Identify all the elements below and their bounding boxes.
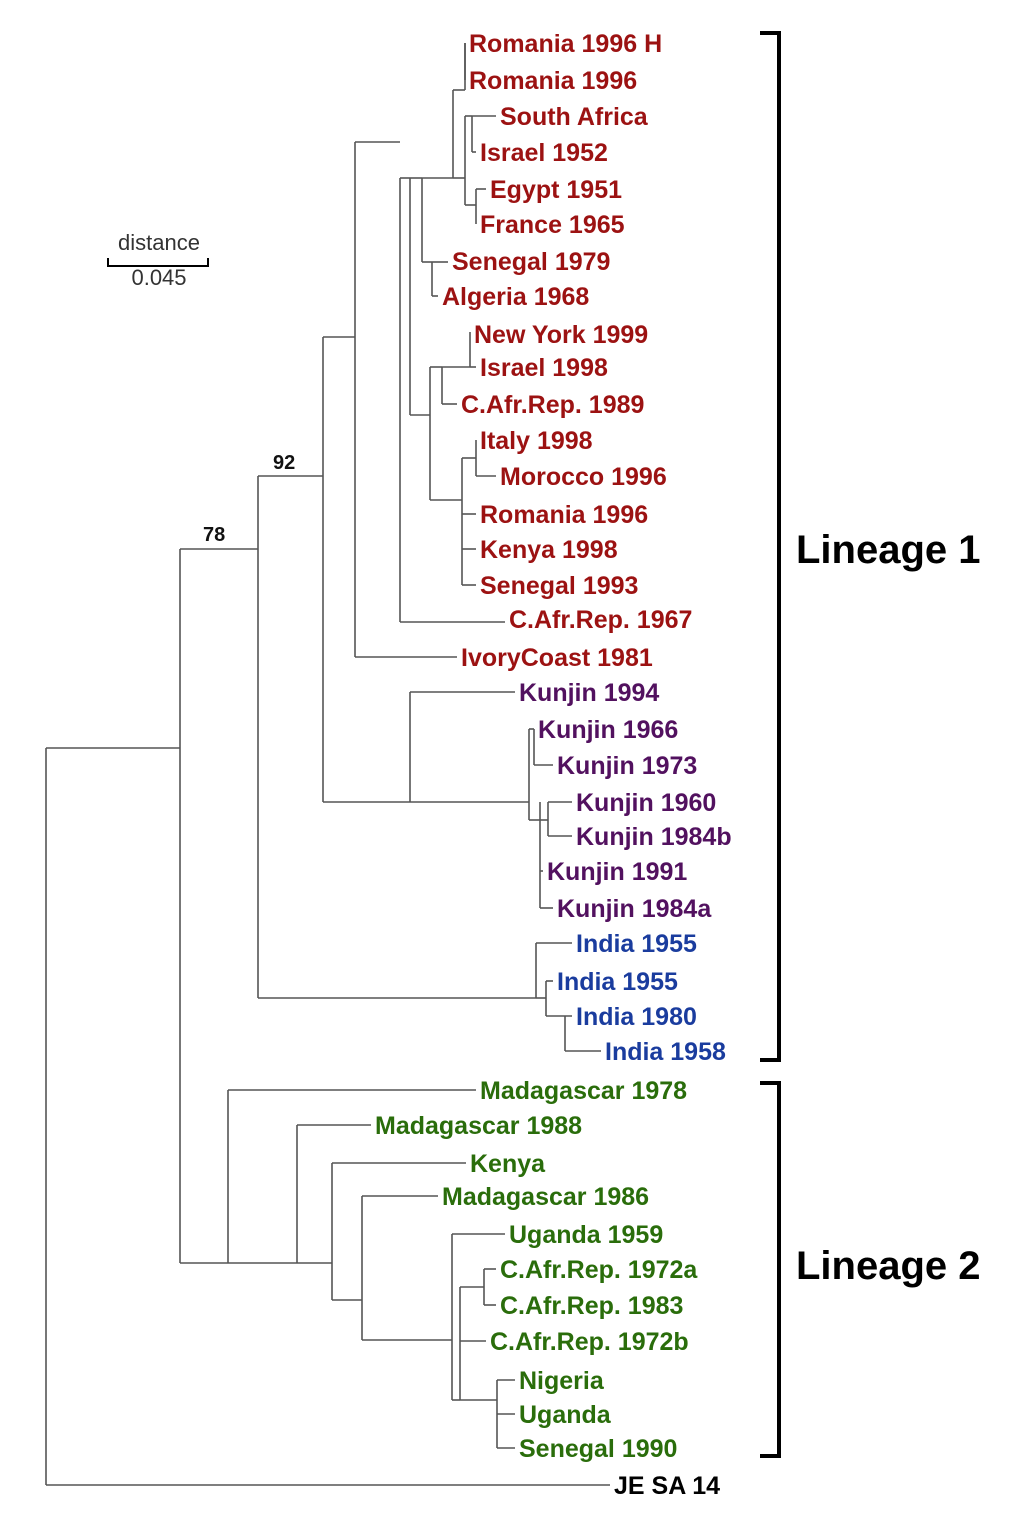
leaf-label: Egypt 1951 (490, 176, 622, 204)
leaf-label: Morocco 1996 (500, 463, 667, 491)
leaf-label: India 1955 (557, 968, 678, 996)
leaf-label: Nigeria (519, 1367, 605, 1395)
lineage2-bracket (760, 1081, 781, 1458)
leaf-label: New York 1999 (474, 321, 648, 349)
leaf-label: C.Afr.Rep. 1983 (500, 1292, 683, 1320)
lineage2-label: Lineage 2 (796, 1244, 981, 1288)
leaf-label: Kunjin 1984a (557, 895, 712, 923)
leaf-labels: Romania 1996 H Romania 1996 South Africa Is… (375, 30, 732, 1500)
leaf-label: Kunjin 1966 (538, 716, 678, 744)
leaf-label: C.Afr.Rep. 1989 (461, 391, 644, 419)
leaf-label: Romania 1996 (480, 501, 648, 529)
support-value-ingroup: 78 (203, 524, 225, 546)
leaf-label: Senegal 1993 (480, 572, 638, 600)
leaf-label: Kunjin 1994 (519, 679, 659, 707)
leaf-label: Uganda 1959 (509, 1221, 663, 1249)
leaf-label: Madagascar 1986 (442, 1183, 649, 1211)
leaf-label: Romania 1996 H (469, 30, 662, 58)
leaf-label: Romania 1996 (469, 67, 637, 95)
leaf-label: Kunjin 1973 (557, 752, 697, 780)
leaf-label: Kenya (470, 1150, 546, 1178)
leaf-label: Kunjin 1984b (576, 823, 732, 851)
leaf-label: Italy 1998 (480, 427, 593, 455)
leaf-label: India 1955 (576, 930, 697, 958)
leaf-label: South Africa (500, 103, 649, 131)
leaf-label: Senegal 1979 (452, 248, 610, 276)
leaf-label: Madagascar 1988 (375, 1112, 582, 1140)
leaf-label: Madagascar 1978 (480, 1077, 687, 1105)
lineage1-label: Lineage 1 (796, 528, 981, 572)
leaf-label: Senegal 1990 (519, 1435, 677, 1463)
leaf-label: IvoryCoast 1981 (461, 644, 653, 672)
lineage1-bracket (760, 31, 781, 1062)
leaf-label: Kenya 1998 (480, 536, 618, 564)
leaf-label: France 1965 (480, 211, 625, 239)
leaf-label: India 1980 (576, 1003, 697, 1031)
leaf-label: C.Afr.Rep. 1972a (500, 1256, 698, 1284)
leaf-label: C.Afr.Rep. 1972b (490, 1328, 689, 1356)
scale-bar: distance 0.045 (107, 230, 209, 290)
leaf-label: Algeria 1968 (442, 283, 589, 311)
support-value-lineage1: 92 (273, 452, 295, 474)
leaf-label: JE SA 14 (614, 1472, 720, 1500)
leaf-label: Kunjin 1960 (576, 789, 716, 817)
scale-bar-line (107, 258, 209, 267)
tree-branches (45, 43, 610, 1486)
leaf-label: Kunjin 1991 (547, 858, 687, 886)
leaf-label: Israel 1998 (480, 354, 608, 382)
leaf-label: Israel 1952 (480, 139, 608, 167)
leaf-label: Uganda (519, 1401, 612, 1429)
leaf-label: C.Afr.Rep. 1967 (509, 606, 692, 634)
scale-bar-value: 0.045 (131, 265, 186, 290)
leaf-label: India 1958 (605, 1038, 726, 1066)
scale-bar-label: distance (118, 230, 200, 255)
